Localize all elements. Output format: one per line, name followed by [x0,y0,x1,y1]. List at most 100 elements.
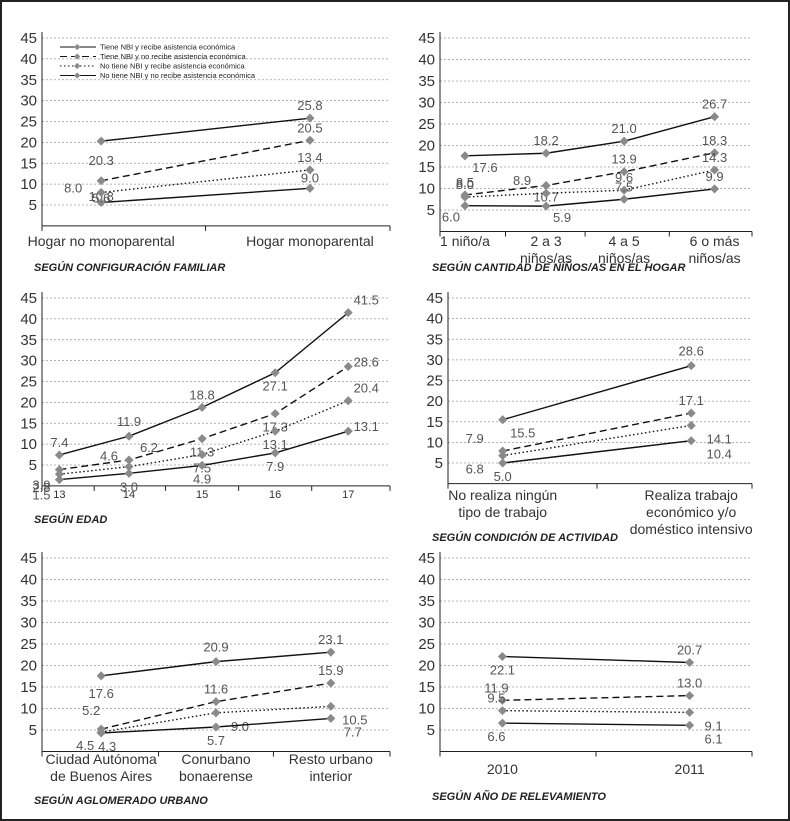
y-tick-label: 30 [418,615,435,632]
series-line [101,139,311,182]
x-tick-label: Hogar no monoparental [28,233,175,249]
data-label: 9.1 [705,718,723,733]
data-label: 13.0 [677,676,702,691]
data-point [619,194,629,204]
legend-entry: Tiene NBI y recibe asistencia económica [100,43,236,52]
data-label: 14.3 [702,150,727,165]
data-point [685,691,695,701]
x-tick-label: 14 [123,489,135,501]
y-tick-label: 25 [20,374,37,391]
data-point [326,701,336,711]
x-tick-label: Conurbano bonaerense [179,751,253,784]
data-label: 7.9 [266,459,284,474]
y-tick-label: 5 [435,455,443,472]
x-tick-label: 16 [269,489,281,501]
data-point [460,201,470,211]
data-label: 9.5 [487,691,505,706]
chart-panel: 5 10 15 20 25 30 35 40 45 Ciudad Autónoma de Bueno… [20,550,391,807]
data-label: 5.9 [553,210,571,225]
chart-panel: 5 10 15 20 25 30 35 40 45 1 niño/a 2 a 3 niños/as 4 … [418,30,753,274]
data-label: 8.5 [456,175,474,190]
y-tick-label: 40 [20,572,37,589]
data-point [686,408,696,418]
series-line [464,116,715,157]
data-point [498,458,508,468]
data-label: 5.2 [82,703,100,718]
data-label: 6.8 [466,462,484,477]
y-tick-label: 10 [20,701,37,718]
data-label: 20.5 [297,120,322,135]
data-point [343,361,353,371]
data-point [326,647,336,657]
data-point [343,426,353,436]
y-tick-label: 35 [20,593,37,610]
x-tick-label: 1 niño/a [440,233,490,249]
y-tick-label: 20 [418,138,435,155]
data-label: 10.5 [342,712,367,727]
series-line [502,655,690,664]
y-tick-label: 45 [426,290,443,307]
data-label: 11.6 [204,682,228,697]
data-point [96,197,106,208]
y-tick-label: 5 [29,457,37,474]
data-point [197,460,207,470]
data-point [686,361,696,371]
y-tick-label: 20 [426,393,443,410]
data-point [197,450,207,460]
data-label: 15.9 [318,663,343,678]
series-line [101,187,311,204]
data-label: 8.9 [513,173,531,188]
data-label: 3.9 [32,478,50,493]
data-point [343,396,353,406]
data-point [54,475,64,485]
data-label: 20.3 [89,153,114,168]
y-tick-label: 45 [20,30,37,47]
series-line [464,169,715,198]
y-tick-label: 15 [20,155,37,172]
data-point [124,431,134,441]
data-label: 10.4 [707,447,732,462]
data-label: 9.0 [301,170,319,185]
data-label: 7.9 [466,431,484,446]
data-label: 23.1 [318,632,343,647]
series-line [502,412,692,452]
data-point [710,184,720,194]
y-tick-label: 25 [418,116,435,133]
data-point [619,136,629,146]
data-point [197,434,207,444]
y-tick-label: 10 [20,436,37,453]
y-tick-label: 35 [418,73,435,90]
x-tick-label: 6 o más niños/as [688,233,740,266]
data-label: 11.9 [117,414,141,429]
data-point [197,402,207,412]
data-label: 7.4 [50,435,68,450]
data-label: 21.0 [611,121,636,136]
chart-panel: 5 10 15 20 25 30 35 40 45 2010 2011 22.1 20.7 11.9 13.… [418,550,753,803]
data-point [497,706,507,716]
data-point [211,697,221,707]
y-tick-label: 35 [20,332,37,349]
legend-marker [74,72,81,79]
data-label: 4.3 [98,739,116,754]
data-label: 9.0 [231,719,249,734]
data-label: 7.7 [344,724,362,739]
chart-title: SEGÚN AÑO DE RELEVAMIENTO [432,790,606,803]
data-point [54,450,64,460]
data-point [541,148,551,158]
x-tick-label: Hogar monoparental [246,233,374,249]
series-line [101,169,311,194]
data-label: 5.7 [207,733,225,748]
x-tick-label: Realiza trabajo económico y/o doméstico in… [630,487,753,537]
series-line [464,152,715,196]
data-label: 3.0 [120,479,138,494]
y-tick-label: 30 [426,352,443,369]
legend: Tiene NBI y recibe asistencia económicaT… [60,43,256,80]
y-tick-label: 35 [20,72,37,89]
y-tick-label: 15 [20,679,37,696]
y-tick-label: 35 [418,593,435,610]
y-tick-label: 40 [418,572,435,589]
data-label: 6.0 [442,210,460,225]
data-label: 28.6 [354,354,379,369]
y-tick-label: 25 [20,636,37,653]
